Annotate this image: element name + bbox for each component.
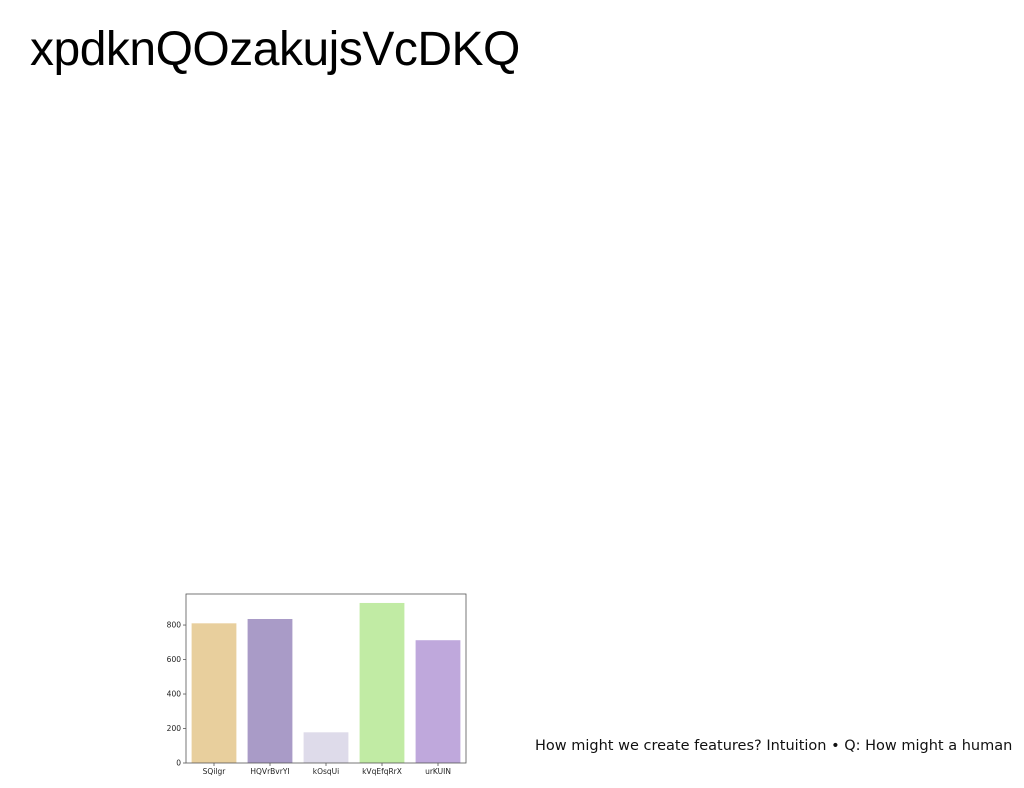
y-tick-label: 600 (167, 655, 182, 664)
x-tick-label: kVqEfqRrX (362, 767, 402, 776)
x-axis: SQilgr HQVrBvrYI kOsqUi kVqEfqRrX urKUIN (203, 763, 451, 776)
caption-text: How might we create features? Intuition … (535, 738, 1013, 754)
x-tick-label: HQVrBvrYI (250, 767, 289, 776)
bar-kVqEfqRrX (359, 602, 405, 763)
x-tick-label: urKUIN (425, 767, 451, 776)
bars (191, 602, 461, 763)
bar-kOsqUi (303, 732, 349, 763)
bar-urKUIN (415, 640, 461, 763)
y-axis: 0 200 400 600 800 (167, 621, 186, 768)
x-tick-label: SQilgr (203, 767, 227, 776)
y-tick-label: 400 (167, 690, 182, 699)
y-tick-label: 800 (167, 621, 182, 630)
page-title: xpdknQOzakujsVcDKQ (30, 23, 520, 76)
bar-HQVrBvrYI (247, 619, 293, 763)
bar-SQilgr (191, 623, 237, 763)
chart-svg: 0 200 400 600 800 SQilgr HQVrBvrYI kOsqUi kVqEf… (167, 593, 467, 776)
bar-chart: 0 200 400 600 800 SQilgr HQVrBvrYI kOsqUi kVqEf… (160, 586, 480, 780)
x-tick-label: kOsqUi (313, 767, 340, 776)
y-tick-label: 200 (167, 724, 182, 733)
plot-frame (185, 593, 467, 764)
y-tick-label: 0 (176, 759, 181, 768)
